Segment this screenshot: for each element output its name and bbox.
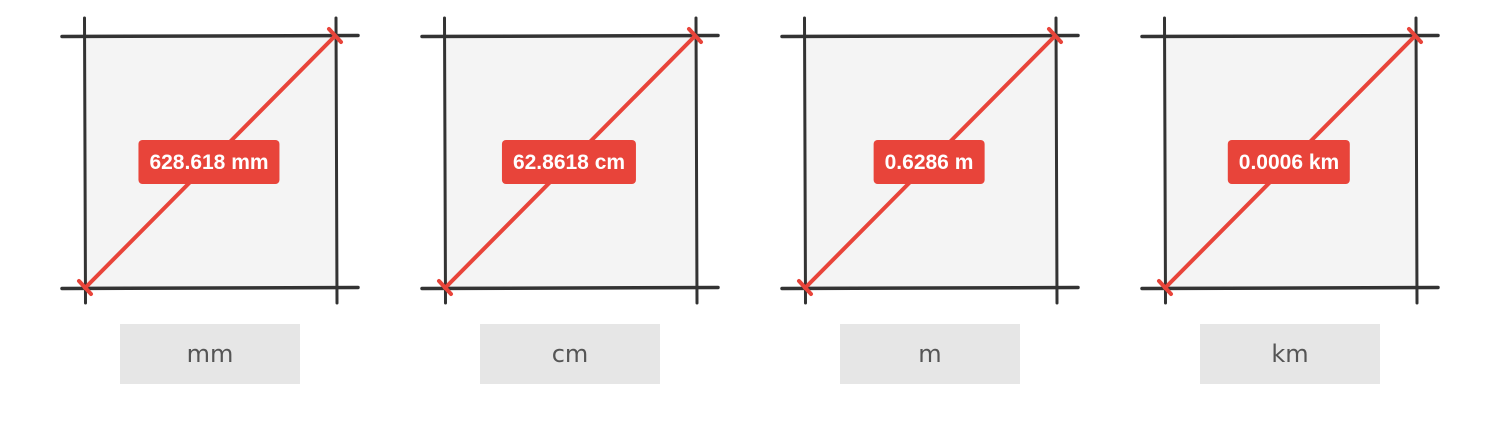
unit-panel-cm: 62.8618 cm cm (390, 0, 750, 424)
square-diagonal-diagram: 62.8618 cm (390, 0, 750, 310)
diagonal-endpoint-start (437, 279, 453, 296)
square-diagonal-diagram: 0.0006 km (1110, 0, 1470, 310)
unit-button-cm[interactable]: cm (480, 324, 660, 384)
square-left-edge (803, 16, 807, 305)
square-bottom-edge (1140, 285, 1440, 291)
diagonal-endpoint-end (687, 27, 703, 44)
diagonal-endpoint-end (327, 27, 343, 44)
square-right-edge (1414, 16, 1419, 305)
unit-panel-mm: 628.618 mm mm (30, 0, 390, 424)
square-bottom-edge (60, 285, 360, 291)
diagonal-measurement-label: 0.0006 km (1227, 140, 1351, 184)
square-bottom-edge (780, 285, 1080, 291)
square-right-edge (694, 16, 699, 305)
square-right-edge (334, 16, 339, 305)
unit-panel-km: 0.0006 km km (1110, 0, 1470, 424)
diagonal-endpoint-start (77, 279, 93, 296)
square-top-edge (60, 33, 360, 39)
square-left-edge (83, 16, 87, 305)
square-right-edge (1054, 16, 1059, 305)
unit-button-m[interactable]: m (840, 324, 1020, 384)
square-bottom-edge (420, 285, 720, 291)
diagonal-endpoint-end (1407, 27, 1423, 44)
square-diagonal-diagram: 628.618 mm (30, 0, 390, 310)
square-left-edge (1163, 16, 1167, 305)
unit-button-mm[interactable]: mm (120, 324, 300, 384)
unit-panel-m: 0.6286 m m (750, 0, 1110, 424)
diagonal-endpoint-start (1157, 279, 1173, 296)
square-left-edge (443, 16, 447, 305)
square-top-edge (1140, 33, 1440, 39)
square-top-edge (420, 33, 720, 39)
square-top-edge (780, 33, 1080, 39)
diagonal-endpoint-start (797, 279, 813, 296)
diagonal-measurement-label: 62.8618 cm (501, 140, 637, 184)
diagonal-measurement-label: 628.618 mm (138, 140, 280, 184)
unit-button-km[interactable]: km (1200, 324, 1380, 384)
diagonal-measurement-label: 0.6286 m (873, 140, 985, 184)
diagonal-endpoint-end (1047, 27, 1063, 44)
square-diagonal-diagram: 0.6286 m (750, 0, 1110, 310)
